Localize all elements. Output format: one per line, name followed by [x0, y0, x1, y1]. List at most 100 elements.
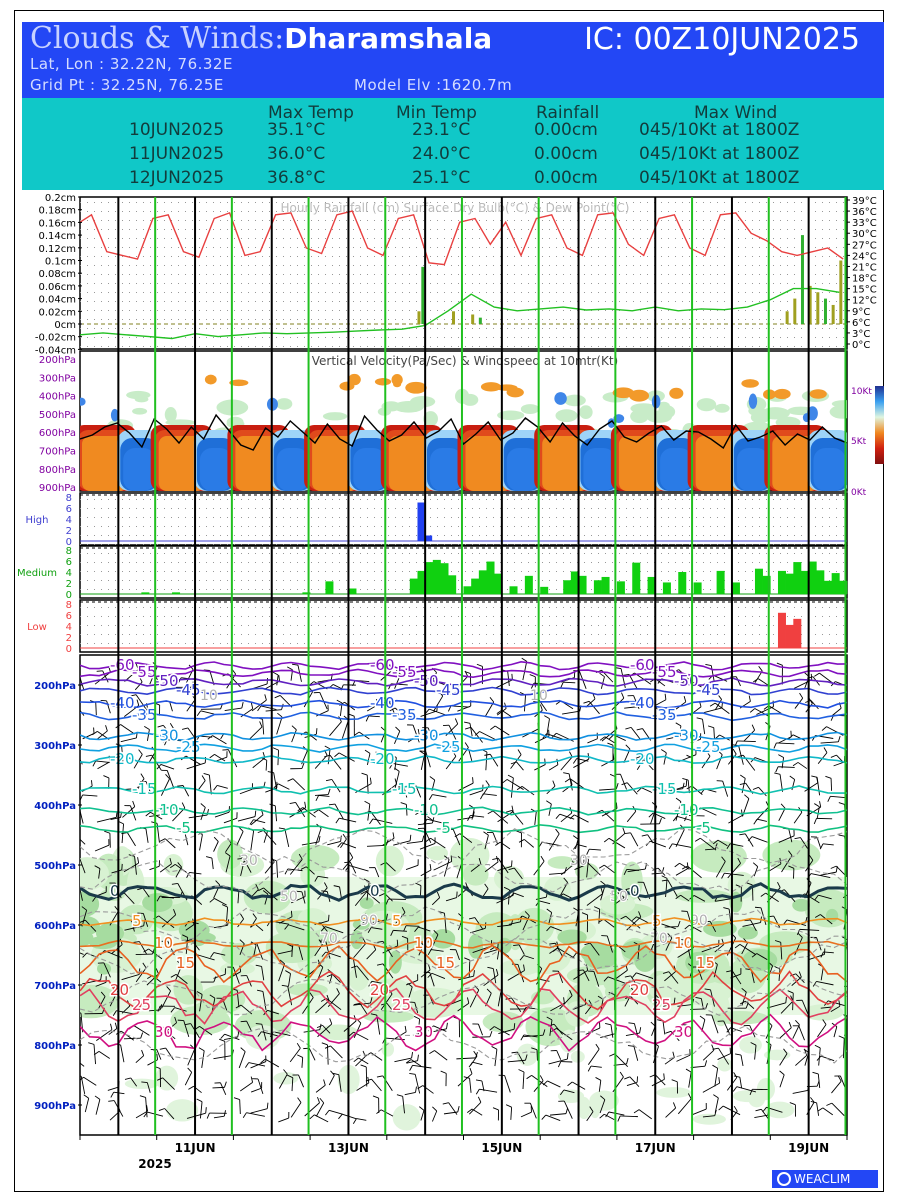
wind-barb-feather [783, 1048, 788, 1054]
wind-barb-feather [664, 693, 667, 700]
wind-barb [495, 679, 513, 689]
wind-barb [817, 1024, 827, 1038]
wind-barb [263, 831, 268, 843]
wind-barb-feather [675, 722, 682, 727]
wind-barb-feather [165, 774, 170, 780]
temp-tick-label: 30°C [852, 229, 877, 240]
wind-barb-feather [233, 1097, 240, 1101]
wind-barb [419, 842, 436, 850]
wind-barb-feather [182, 727, 189, 730]
wind-barb [242, 858, 252, 873]
rh-fill [217, 839, 243, 869]
wind-barb-feather [519, 955, 525, 961]
temp-contour [80, 755, 847, 764]
temp-contour-label: -10 [414, 801, 439, 819]
wind-barb [213, 924, 228, 929]
wind-barb [134, 681, 143, 691]
wind-barb-feather [795, 1020, 800, 1026]
wind-barb [380, 1109, 394, 1117]
wind-barb-feather [237, 1031, 240, 1038]
wind-barb-feather [567, 1081, 573, 1087]
wind-barb-feather [474, 731, 480, 736]
vv-pressure-label: 700hPa [39, 447, 76, 458]
wind-barb-feather [145, 811, 151, 817]
wind-barb [223, 817, 238, 824]
wind-barb-feather [325, 1110, 330, 1116]
wind-barb-feather [572, 835, 579, 840]
wind-barb-feather [600, 880, 606, 886]
wind-barb [516, 761, 524, 771]
wind-barb-feather [454, 718, 459, 725]
vv-contour [374, 378, 392, 386]
wind-barb [80, 1062, 85, 1067]
wind-barb [779, 774, 783, 792]
wind-barb [711, 1014, 719, 1034]
wind-barb-feather [705, 1003, 708, 1010]
wind-barb-feather [817, 1107, 824, 1112]
wind-barb-feather [572, 758, 578, 764]
temp-contour [80, 668, 847, 679]
wind-barb [185, 937, 189, 954]
vv-contour [462, 393, 479, 406]
wind-barb-feather [205, 1107, 207, 1114]
wind-barb [742, 922, 761, 927]
wind-barb-feather [141, 1049, 145, 1056]
wind-barb-feather [466, 997, 470, 1004]
wind-barb [613, 969, 628, 981]
wind-barb-feather [750, 1042, 757, 1046]
wind-barb-feather [816, 1055, 822, 1061]
wind-barb [822, 1107, 834, 1116]
rain-tick-label: -0.02cm [35, 333, 76, 344]
wind-barb-feather [177, 785, 184, 787]
wind-barb [823, 951, 834, 954]
wind-barb [457, 1073, 473, 1087]
wind-barb [253, 819, 266, 824]
wind-barb [630, 832, 639, 847]
wind-barb-feather [686, 754, 693, 759]
wind-barb [727, 863, 741, 879]
wind-barb [654, 1074, 666, 1086]
wind-barb [208, 774, 212, 795]
wind-barb [365, 1066, 368, 1087]
wind-barb-feather [132, 800, 136, 807]
wind-barb-feather [787, 990, 794, 994]
wind-barb [600, 1033, 616, 1038]
wind-barb-feather [472, 811, 475, 818]
vv-contour [748, 393, 758, 409]
wind-barb-feather [160, 1030, 166, 1035]
temp-contour-label: 20 [110, 981, 129, 999]
wind-barb-feather [360, 891, 367, 895]
wind-barb [214, 811, 230, 818]
vv-contour [80, 397, 86, 406]
wind-barb [614, 894, 628, 905]
wind-barb [737, 740, 756, 743]
wind-barb [314, 794, 329, 796]
wind-barb-feather [138, 676, 143, 683]
wind-barb-feather [321, 1042, 328, 1046]
wind-barb-feather [641, 834, 648, 837]
temp-contour-label: 5 [652, 912, 662, 930]
wind-barb-feather [323, 1079, 326, 1086]
wind-barb-feather [274, 695, 281, 699]
wind-barb [252, 757, 266, 769]
wind-barb-feather [819, 843, 824, 850]
cloud-bar [662, 582, 671, 594]
wind-barb [665, 937, 673, 951]
wind-barb-feather [823, 747, 828, 753]
wind-barb-feather [624, 1076, 630, 1080]
wind-barb-feather [291, 725, 297, 731]
wind-barb [664, 970, 677, 982]
wind-barb [431, 1110, 438, 1122]
wind-barb [366, 881, 370, 901]
wind-barb [606, 935, 613, 953]
wind-barb-feather [469, 1067, 473, 1074]
wind-barb-feather [684, 924, 690, 930]
wind-barb-feather [177, 960, 183, 966]
wind-barb-feather [334, 752, 340, 758]
wind-barb [625, 915, 641, 929]
wind-barb [603, 864, 616, 874]
rain-bar [421, 266, 425, 324]
cloud-bar [808, 561, 817, 594]
cloud-bar [793, 562, 802, 594]
wind-barb [548, 803, 552, 816]
